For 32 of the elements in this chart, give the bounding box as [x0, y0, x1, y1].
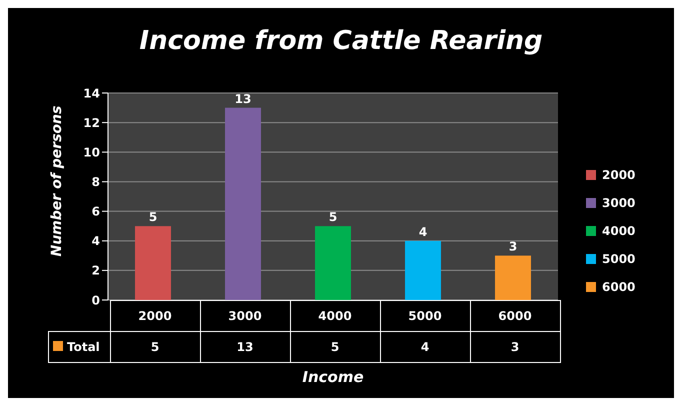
text: 5: [110, 332, 200, 362]
x-tick-label: 3000: [200, 300, 290, 332]
x-axis-title: Income: [301, 368, 365, 386]
data-label: 13: [234, 92, 252, 106]
text: 5: [290, 332, 380, 362]
data-label: 5: [148, 210, 158, 224]
x-tick-label: 5000: [380, 300, 470, 332]
x-tick-label: 2000: [110, 300, 200, 332]
category-label: 5000: [602, 252, 636, 266]
category-label: 6000: [602, 280, 636, 294]
y-tick-label: 10: [83, 145, 100, 160]
y-axis-title: Number of persons: [48, 106, 65, 256]
y-tick-label: 0: [92, 293, 100, 308]
category-label: 4000: [602, 224, 636, 238]
y-tick-label: 14: [83, 86, 100, 100]
legend-label: Total: [48, 332, 110, 362]
chart-title: Income from Cattle Rearing: [138, 26, 544, 56]
y-tick-label: 4: [92, 234, 100, 248]
data-label: 4: [418, 224, 428, 239]
data-label: 5: [328, 210, 338, 224]
x-tick-label: 4000: [290, 300, 380, 332]
text: 4: [380, 332, 470, 362]
category-label: 3000: [602, 196, 636, 210]
data-label: 3: [508, 240, 518, 254]
y-tick-label: 12: [83, 116, 100, 130]
text: 3: [470, 332, 560, 362]
y-tick-label: 8: [92, 174, 100, 189]
y-tick-label: 2: [92, 264, 100, 278]
text: 13: [200, 332, 290, 362]
category-label: 2000: [602, 168, 636, 182]
x-tick-label: 6000: [470, 300, 560, 332]
y-tick-label: 6: [92, 204, 100, 219]
